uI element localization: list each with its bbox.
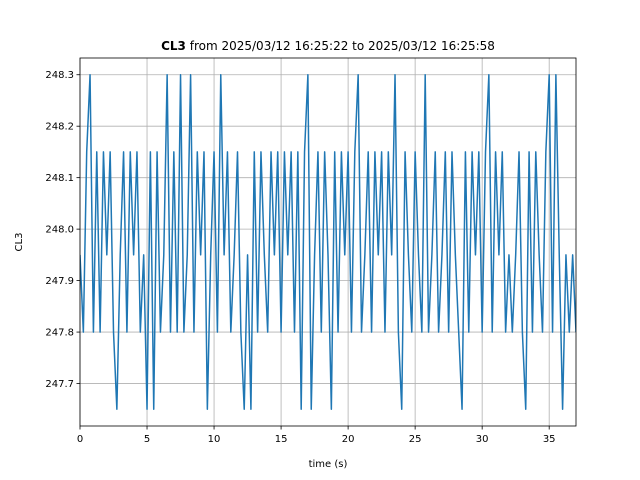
y-tick-label: 248.3 — [45, 70, 74, 81]
chart-title: CL3 from 2025/03/12 16:25:22 to 2025/03/… — [161, 39, 495, 53]
x-tick-label: 25 — [409, 434, 422, 445]
x-tick-label: 15 — [275, 434, 288, 445]
x-tick-label: 0 — [77, 434, 83, 445]
x-tick-label: 30 — [476, 434, 489, 445]
y-tick-label: 248.2 — [45, 122, 74, 133]
x-tick-label: 20 — [342, 434, 355, 445]
title-bold: CL3 — [161, 39, 186, 53]
title-rest: from 2025/03/12 16:25:22 to 2025/03/12 1… — [190, 39, 495, 53]
y-axis-label: CL3 — [14, 233, 25, 252]
x-tick-label: 5 — [144, 434, 150, 445]
x-tick-label: 35 — [543, 434, 556, 445]
plot-frame — [79, 57, 577, 427]
y-tick-label: 247.7 — [45, 379, 74, 390]
y-tick-label: 248.1 — [45, 173, 74, 184]
x-axis-label: time (s) — [309, 459, 348, 470]
x-tick-label: 10 — [208, 434, 221, 445]
y-tick-label: 248.0 — [45, 225, 74, 236]
y-tick-label: 247.9 — [45, 276, 74, 287]
y-tick-label: 247.8 — [45, 328, 74, 339]
data-line — [80, 73, 576, 411]
